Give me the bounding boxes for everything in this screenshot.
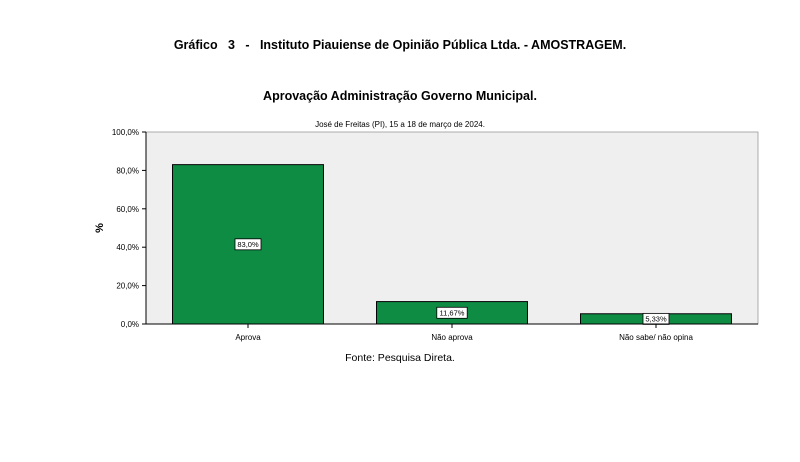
x-tick-label: Não sabe/ não opina xyxy=(619,333,693,342)
y-tick-label: 100,0% xyxy=(112,128,139,137)
data-label: 11,67% xyxy=(440,309,465,318)
y-tick-label: 80,0% xyxy=(116,166,139,175)
y-tick-label: 40,0% xyxy=(116,243,139,252)
source-note: Fonte: Pesquisa Direta. xyxy=(345,352,455,364)
data-label: 5,33% xyxy=(645,315,667,324)
header-title: Gráfico 3 - Instituto Piauiense de Opini… xyxy=(173,38,627,52)
data-label-box xyxy=(436,306,468,319)
data-label: 83,0% xyxy=(237,240,259,249)
y-axis-label: % xyxy=(94,223,106,233)
x-tick-label: Não aprova xyxy=(431,333,473,342)
data-label-box xyxy=(234,238,262,251)
bars: 83,0% 11,67% 5,33% xyxy=(172,164,732,325)
y-tick-label: 0,0% xyxy=(121,320,139,329)
x-axis: Aprova Não aprova Não sabe/ não opina xyxy=(146,323,758,342)
y-axis: 0,0% 20,0% 40,0% 60,0% 80,0% 100,0% xyxy=(112,128,147,329)
chart-title: Aprovação Administração Governo Municipa… xyxy=(263,89,537,103)
y-tick-label: 20,0% xyxy=(116,282,139,291)
x-tick-label: Aprova xyxy=(235,333,261,342)
chart-subtitle: José de Freitas (PI), 15 a 18 de março d… xyxy=(315,120,485,129)
y-tick-label: 60,0% xyxy=(116,205,139,214)
